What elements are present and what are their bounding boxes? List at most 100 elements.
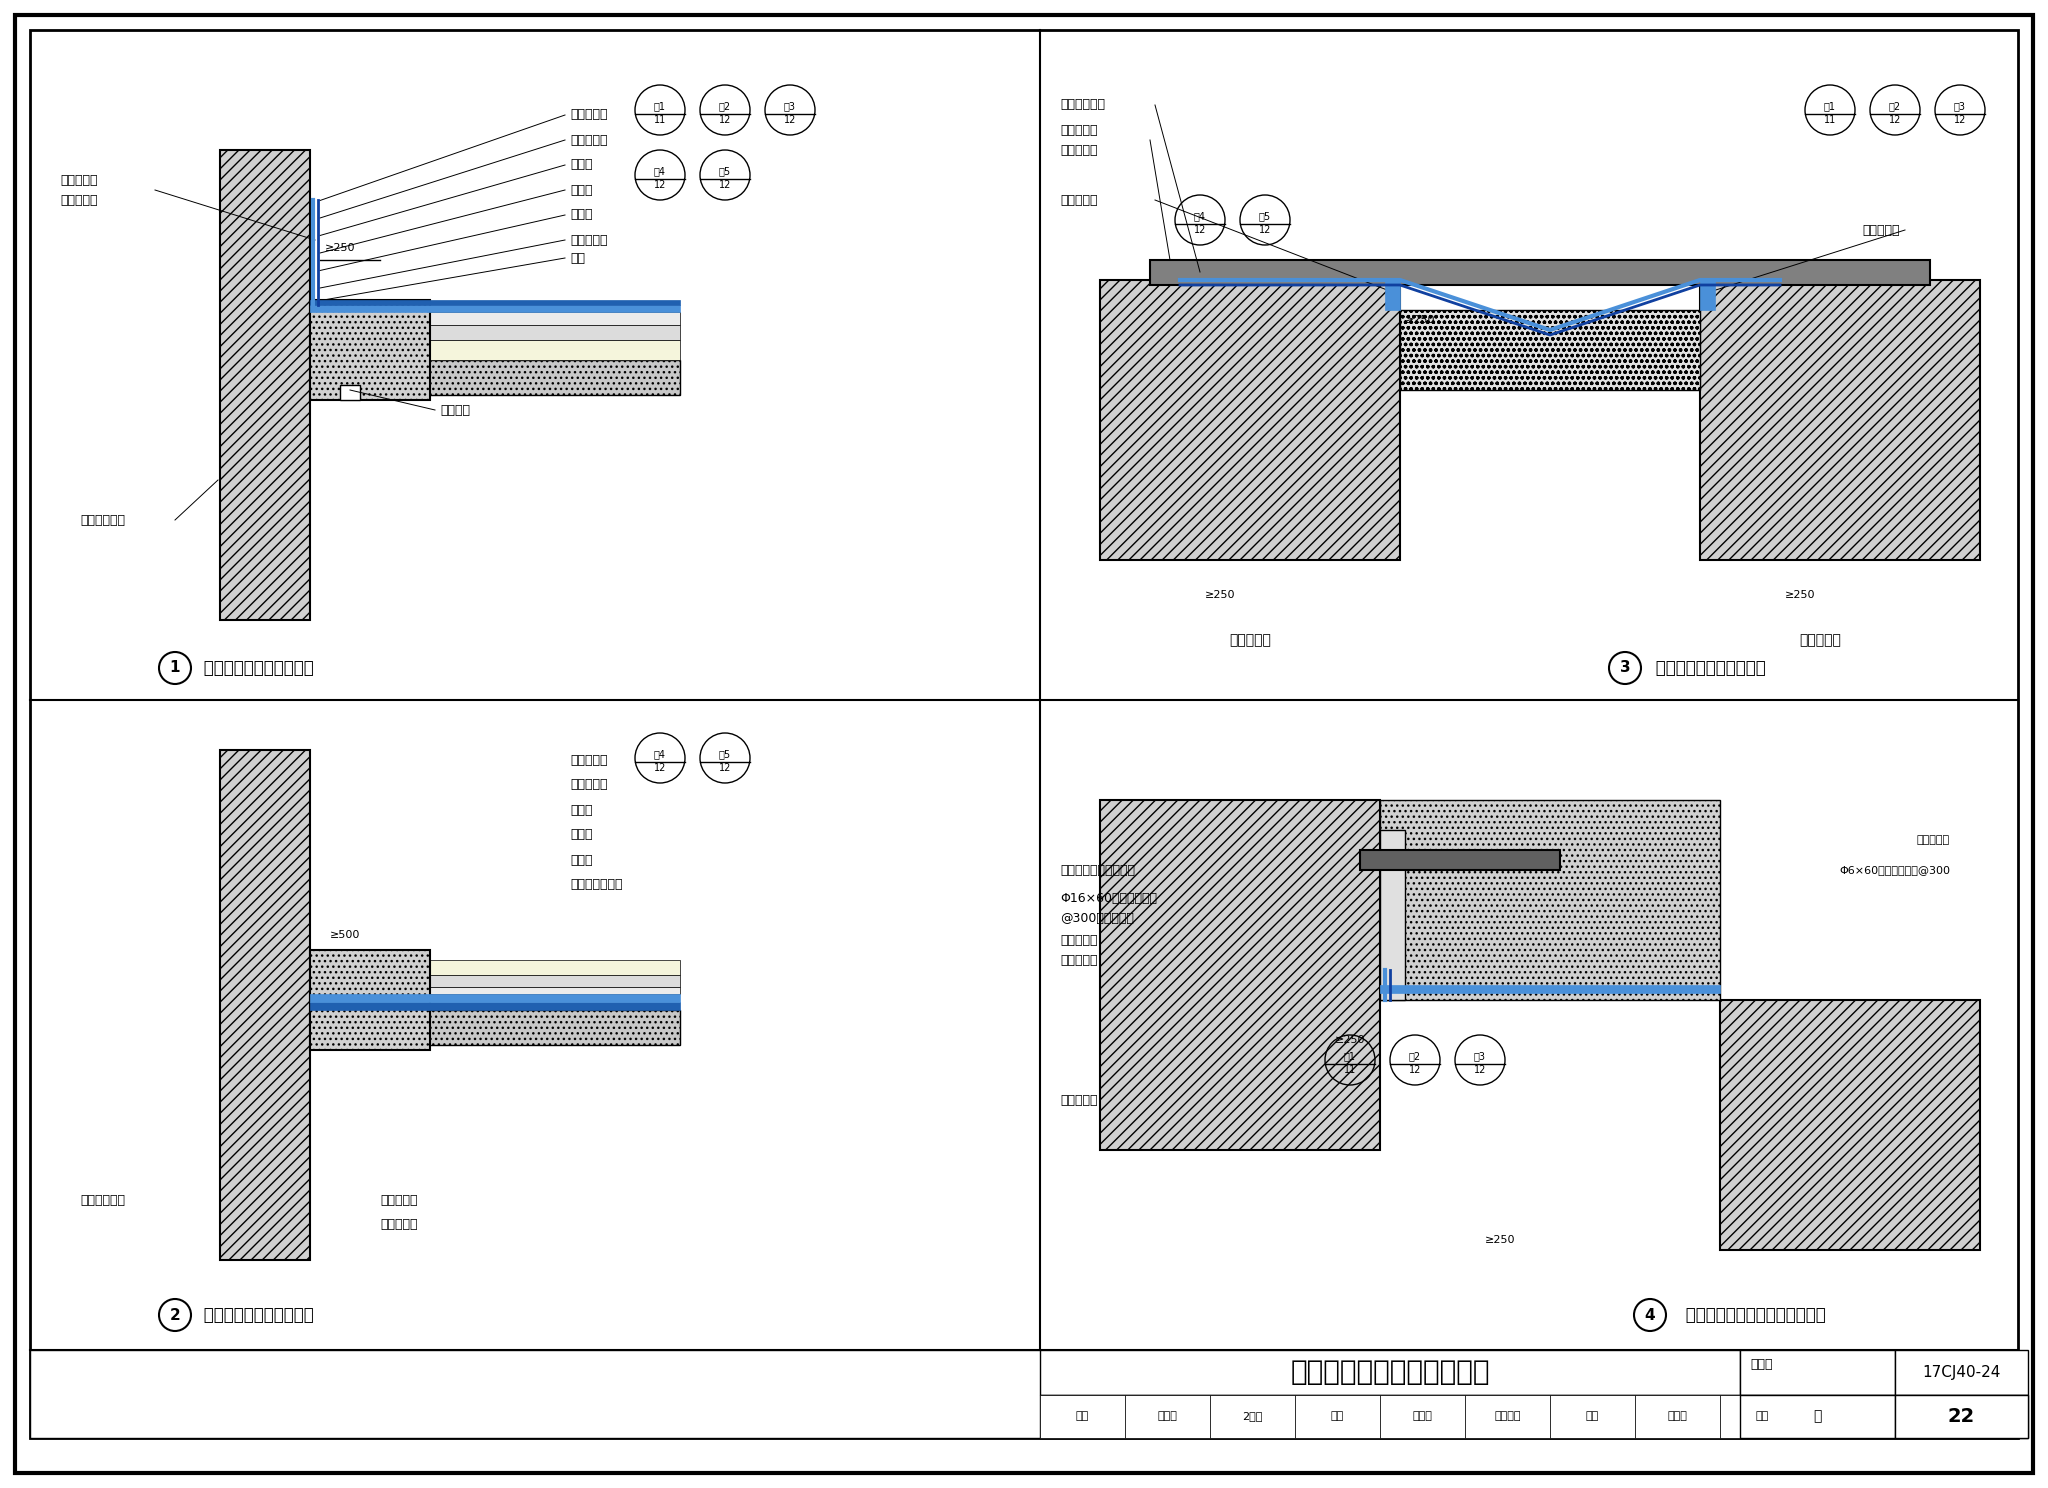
Text: 防水附加层: 防水附加层: [1061, 1094, 1098, 1107]
Text: 校对: 校对: [1331, 1411, 1343, 1421]
Text: 屋5: 屋5: [719, 750, 731, 759]
Bar: [1550, 1396, 1634, 1437]
Text: 防水附加层: 防水附加层: [1862, 223, 1901, 237]
Text: 成品金属盖板: 成品金属盖板: [1061, 98, 1106, 112]
Bar: [1720, 1000, 1980, 1250]
Text: 12: 12: [653, 180, 666, 190]
Bar: [1100, 801, 1380, 1150]
Text: 屋1: 屋1: [653, 101, 666, 112]
Text: 高低跨屋面变形缝防水构造做法: 高低跨屋面变形缝防水构造做法: [1679, 1306, 1825, 1324]
Text: 图集号: 图集号: [1749, 1359, 1772, 1372]
Text: ≥250: ≥250: [1405, 315, 1436, 324]
Text: 3: 3: [1620, 661, 1630, 676]
Text: 密封胶密封: 密封胶密封: [1061, 143, 1098, 156]
Text: 设计签名: 设计签名: [1495, 1411, 1522, 1421]
Bar: [1040, 1396, 2028, 1437]
Text: （正置式）: （正置式）: [1798, 632, 1841, 647]
Bar: [1380, 1396, 1464, 1437]
Bar: [1380, 801, 1720, 1000]
Bar: [309, 994, 680, 1001]
Text: 钢筋混凝土: 钢筋混凝土: [569, 234, 608, 247]
Bar: [1040, 1396, 1124, 1437]
Text: 保温层: 保温层: [569, 208, 592, 222]
Text: 混凝土墩头: 混凝土墩头: [381, 1193, 418, 1207]
Text: 屋2: 屋2: [1888, 101, 1901, 112]
Text: 2: 2: [170, 1308, 180, 1323]
Bar: [1380, 830, 1405, 1000]
Text: 屋4: 屋4: [653, 750, 666, 759]
Text: 防水附加层: 防水附加层: [569, 778, 608, 792]
Text: ≥250: ≥250: [1784, 591, 1815, 600]
Bar: [1360, 850, 1561, 870]
Text: 页: 页: [1812, 1409, 1821, 1423]
Text: 钢筋混凝土挑檐: 钢筋混凝土挑檐: [569, 878, 623, 891]
Text: 屋2: 屋2: [719, 101, 731, 112]
Text: 檐沟、变形缝防水构造做法: 檐沟、变形缝防水构造做法: [1290, 1359, 1489, 1385]
Text: 11: 11: [1825, 115, 1837, 125]
Text: 审核: 审核: [1075, 1411, 1090, 1421]
Bar: [1741, 1350, 1894, 1396]
Text: 12: 12: [1194, 225, 1206, 235]
Bar: [1151, 260, 1929, 286]
Text: 水泥钉固定: 水泥钉固定: [1061, 124, 1098, 137]
Text: 11: 11: [653, 115, 666, 125]
Bar: [309, 305, 680, 312]
Text: 保温层: 保温层: [569, 854, 592, 866]
Text: 22: 22: [1948, 1406, 1974, 1426]
Text: 胡勇军: 胡勇军: [1413, 1411, 1432, 1421]
Bar: [219, 150, 309, 620]
Text: 防水附加层: 防水附加层: [569, 134, 608, 146]
Text: 找坡层: 找坡层: [569, 183, 592, 196]
Bar: [1380, 985, 1720, 992]
Bar: [309, 987, 680, 994]
Text: 屋3: 屋3: [784, 101, 797, 112]
Text: 12: 12: [1409, 1065, 1421, 1074]
Text: 屋4: 屋4: [1194, 211, 1206, 222]
Text: 屋4: 屋4: [653, 167, 666, 176]
Text: 屋3: 屋3: [1475, 1051, 1487, 1061]
Bar: [309, 301, 680, 305]
Text: 铝合金基座: 铝合金基座: [1061, 933, 1098, 946]
Bar: [219, 750, 309, 1260]
Text: 17CJ40-24: 17CJ40-24: [1921, 1364, 2001, 1379]
Text: ≥250: ≥250: [1485, 1235, 1516, 1245]
Text: 王璇瑶: 王璇瑶: [1157, 1411, 1178, 1421]
Text: 12: 12: [653, 763, 666, 772]
Text: 设计: 设计: [1585, 1411, 1599, 1421]
Text: 水泥钉固定: 水泥钉固定: [59, 174, 98, 186]
Bar: [309, 1001, 680, 1010]
Text: Φ16×60塑料膨胀螺栓: Φ16×60塑料膨胀螺栓: [1061, 891, 1157, 905]
Bar: [309, 960, 680, 975]
Text: 密封胶密封: 密封胶密封: [59, 193, 98, 207]
Text: 找平层: 找平层: [569, 804, 592, 817]
Bar: [1720, 1396, 1804, 1437]
Text: 檐沟（有保温、倒置式）: 檐沟（有保温、倒置式）: [199, 1306, 313, 1324]
Bar: [1384, 280, 1401, 310]
Text: 屋1: 屋1: [1343, 1051, 1356, 1061]
Text: 找平层: 找平层: [569, 159, 592, 171]
Text: 外墙保温材料: 外墙保温材料: [80, 513, 125, 527]
Text: 12: 12: [719, 180, 731, 190]
Bar: [1700, 280, 1714, 310]
Text: 11: 11: [1343, 1065, 1356, 1074]
Bar: [1464, 1396, 1550, 1437]
Text: 12: 12: [784, 115, 797, 125]
Bar: [1894, 1350, 2028, 1396]
Text: 崔智忠: 崔智忠: [1667, 1411, 1688, 1421]
Text: 屋5: 屋5: [1260, 211, 1272, 222]
Bar: [1401, 310, 1700, 390]
Bar: [1894, 1396, 2028, 1437]
Bar: [309, 975, 680, 987]
Text: @300，交错布置: @300，交错布置: [1061, 912, 1135, 924]
Text: 屋面变形缝防水构造做法: 屋面变形缝防水构造做法: [1651, 659, 1765, 677]
Text: 12: 12: [719, 763, 731, 772]
Text: 密封胶密封: 密封胶密封: [1061, 954, 1098, 967]
Text: 2政师: 2政师: [1243, 1411, 1264, 1421]
Text: 12: 12: [1888, 115, 1901, 125]
Bar: [309, 312, 680, 324]
Text: ≥250: ≥250: [1204, 591, 1235, 600]
Text: 屋3: 屋3: [1954, 101, 1966, 112]
Text: 12: 12: [1260, 225, 1272, 235]
Text: 屋面防水层: 屋面防水层: [569, 109, 608, 122]
Bar: [1210, 1396, 1294, 1437]
